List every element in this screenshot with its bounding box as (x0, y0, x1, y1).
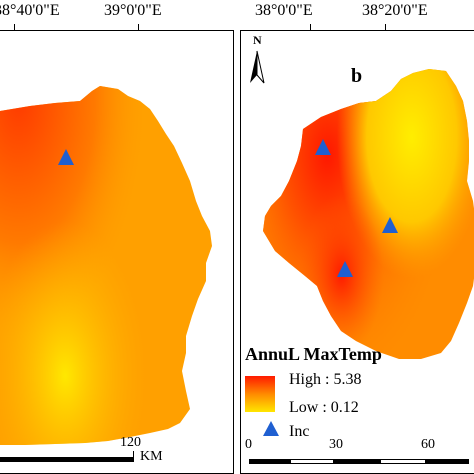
tick-mark (14, 24, 15, 30)
legend-color-ramp (245, 376, 275, 412)
longitude-label-3840: 38°40'0"E (0, 2, 60, 19)
scalebar-unit: KM (140, 449, 163, 464)
scalebar-right (249, 459, 469, 464)
tick-mark (385, 24, 386, 30)
scalebar-left (0, 457, 134, 462)
scalebar-value-120: 120 (120, 435, 141, 450)
map-b-svg (245, 50, 474, 436)
inc-station-marker (382, 217, 398, 233)
tick-mark (138, 24, 139, 30)
inc-station-marker (315, 139, 331, 155)
scalebar-tick-0: 0 (245, 437, 252, 452)
panel-letter-b: b (351, 65, 363, 87)
legend-marker-label: Inc (289, 423, 310, 440)
legend-title: AnnuL MaxTemp (245, 344, 382, 364)
north-label: N (253, 33, 262, 47)
inc-station-marker (58, 149, 74, 165)
map-panel-b: N b AnnuL MaxTemp High : 5.38 Low : 0.12… (240, 30, 474, 474)
map-a-surface (0, 86, 212, 445)
legend-inc-icon (263, 421, 279, 436)
longitude-label-3900: 39°0'0"E (104, 2, 162, 19)
north-arrow-icon (250, 50, 265, 84)
scalebar-left-tick (133, 451, 134, 462)
longitude-label-3820: 38°20'0"E (362, 2, 428, 19)
legend-high: High : 5.38 (289, 371, 362, 388)
map-a-svg (0, 86, 212, 445)
scalebar-right-segment (381, 460, 425, 463)
legend-low: Low : 0.12 (289, 399, 359, 416)
tick-mark (310, 24, 311, 30)
inc-station-marker (337, 261, 353, 277)
longitude-label-3800: 38°0'0"E (255, 2, 313, 19)
scalebar-tick-60: 60 (421, 437, 435, 452)
map-panel-a: 120 KM (0, 30, 234, 474)
scalebar-right-segment (291, 460, 333, 463)
scalebar-tick-30: 30 (329, 437, 343, 452)
